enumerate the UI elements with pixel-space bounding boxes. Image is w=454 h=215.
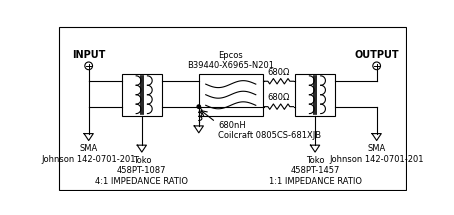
Text: 680Ω: 680Ω: [268, 68, 290, 77]
Circle shape: [197, 105, 201, 108]
Text: OUTPUT: OUTPUT: [355, 50, 399, 60]
Bar: [199, 74, 263, 116]
Polygon shape: [137, 145, 147, 152]
Text: SMA
Johnson 142-0701-201: SMA Johnson 142-0701-201: [330, 144, 424, 164]
Bar: [122, 74, 162, 116]
Text: 680Ω: 680Ω: [268, 93, 290, 102]
Polygon shape: [311, 145, 320, 152]
Text: SMA
Johnson 142-0701-201: SMA Johnson 142-0701-201: [41, 144, 136, 164]
Text: INPUT: INPUT: [72, 50, 105, 60]
Circle shape: [373, 62, 380, 70]
Polygon shape: [372, 134, 381, 141]
Circle shape: [85, 62, 93, 70]
Bar: [295, 74, 335, 116]
Text: Toko
458PT-1457
1:1 IMPEDANCE RATIO: Toko 458PT-1457 1:1 IMPEDANCE RATIO: [269, 156, 361, 186]
Text: 680nH
Coilcraft 0805CS-681XJB: 680nH Coilcraft 0805CS-681XJB: [218, 121, 321, 140]
Text: Toko
458PT-1087
4:1 IMPEDANCE RATIO: Toko 458PT-1087 4:1 IMPEDANCE RATIO: [95, 156, 188, 186]
Polygon shape: [194, 126, 203, 133]
Text: Epcos
B39440-X6965-N201: Epcos B39440-X6965-N201: [187, 51, 274, 71]
Polygon shape: [84, 134, 94, 141]
